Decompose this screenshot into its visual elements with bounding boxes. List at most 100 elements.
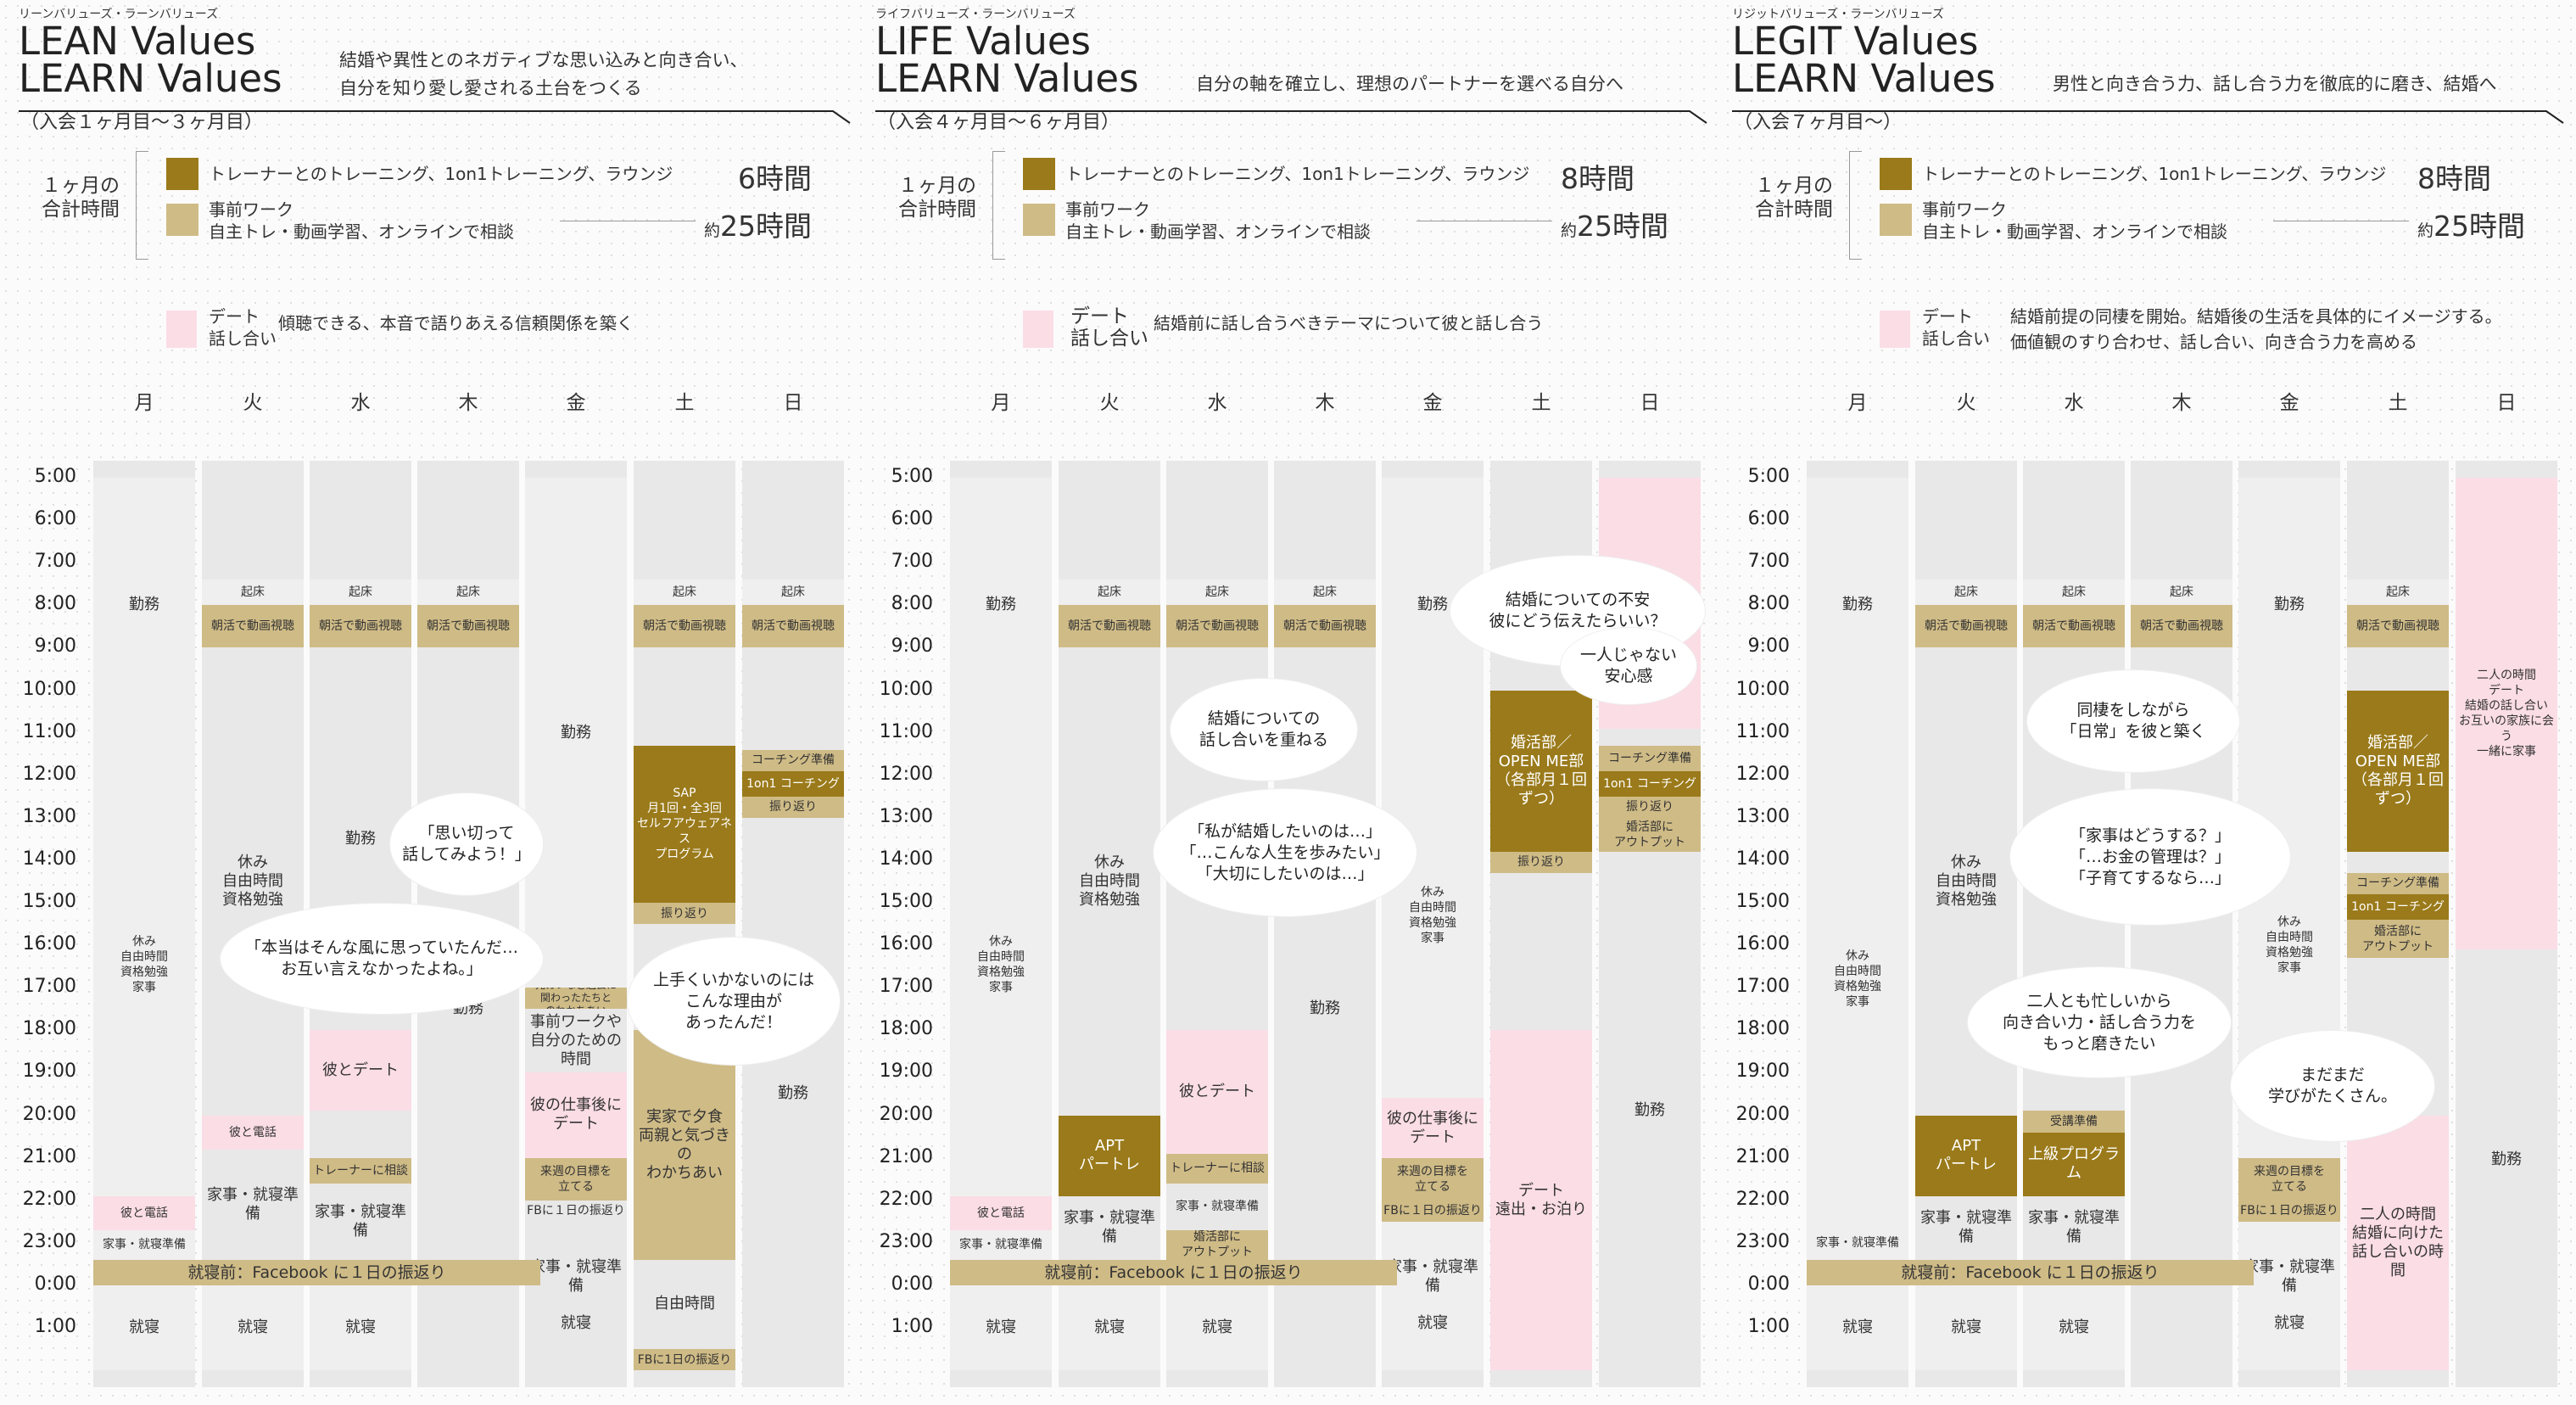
- time-label: 22:00: [1735, 1188, 1790, 1210]
- speech-bubble: 同棲をしながら 「日常」を彼と築く: [2027, 670, 2239, 772]
- schedule-block: [634, 478, 735, 580]
- day-header-1: 月: [1847, 392, 1868, 414]
- schedule-block: 受講準備: [2023, 1111, 2125, 1133]
- schedule-block: FBに1日の振返り: [634, 1349, 735, 1371]
- schedule-block: [310, 1111, 411, 1158]
- time-label: 6:00: [1747, 508, 1790, 530]
- time-label: 21:00: [1735, 1145, 1790, 1167]
- time-label: 0:00: [1747, 1273, 1790, 1295]
- schedule-block: 振り返り: [634, 903, 735, 925]
- schedule-block: 勤務: [1807, 478, 1908, 733]
- schedule-block: コーチング準備: [2347, 872, 2449, 894]
- schedule-block: 起床: [634, 579, 735, 606]
- schedule-block: 休み 自由時間 資格勉強: [202, 647, 304, 1116]
- time-label: 18:00: [22, 1018, 76, 1040]
- schedule-block: [310, 478, 411, 580]
- training-hours: 8時間: [2417, 162, 2491, 195]
- schedule-block: 振り返り: [742, 796, 844, 818]
- time-label: 23:00: [22, 1230, 76, 1252]
- schedule-block: 1on1 コーチング: [742, 770, 844, 797]
- prework-swatch: [166, 204, 198, 236]
- day-header-7: 日: [1640, 392, 1660, 414]
- time-label: 15:00: [1735, 891, 1790, 912]
- schedule-block: FBに１日の振返り: [525, 1200, 627, 1222]
- date-label: デート 話し合い: [1070, 305, 1148, 350]
- schedule-block: FBに１日の振返り: [2238, 1200, 2340, 1222]
- schedule-block: 休み 自由時間 資格勉強 家事: [1807, 732, 1908, 1226]
- facebook-review-bar: 就寝前：Facebook に１日の振返り: [93, 1259, 540, 1285]
- day-header-6: 土: [674, 392, 695, 414]
- schedule-block: 彼と電話: [950, 1195, 1052, 1230]
- schedule-block: 勤務: [950, 478, 1052, 733]
- schedule-block: 起床: [417, 579, 519, 606]
- summary-bracket: [992, 151, 1005, 260]
- date-description: 傾聴できる、本音で語りあえる信頼関係を築く: [278, 313, 634, 333]
- time-label: 9:00: [34, 635, 76, 658]
- speech-bubble: 上手くいかないのには こんな理由が あったんだ！: [628, 938, 840, 1065]
- panel-title: LIFE Values: [875, 19, 1091, 64]
- total-value: 25時間: [1577, 210, 1669, 243]
- time-label: 5:00: [1747, 466, 1790, 487]
- time-label: 5:00: [34, 466, 76, 487]
- schedule-block: 振り返り: [1490, 851, 1592, 873]
- time-label: 0:00: [34, 1273, 76, 1295]
- time-label: 7:00: [34, 551, 76, 573]
- training-label: トレーナーとのトレーニング、1on1トレーニング、ラウンジ: [209, 164, 673, 184]
- schedule-block: 就寝: [950, 1285, 1052, 1371]
- speech-bubble: 「家事はどうする？」 「…お金の管理は？」 「子育てするなら…」: [2010, 789, 2290, 925]
- time-label: 20:00: [1735, 1103, 1790, 1125]
- time-label: 5:00: [891, 466, 933, 487]
- schedule-block: [2131, 478, 2232, 580]
- date-swatch: [1023, 311, 1053, 348]
- training-swatch: [1880, 158, 1912, 190]
- schedule-block: 起床: [202, 579, 304, 606]
- schedule-block: APT パートレ: [1059, 1115, 1160, 1196]
- schedule-block: 朝活で動画視聴: [310, 605, 411, 648]
- schedule-block: [202, 478, 304, 580]
- time-label: 14:00: [22, 848, 76, 870]
- schedule-block: 起床: [2023, 579, 2125, 606]
- schedule-block: 家事・就寝準備: [950, 1229, 1052, 1260]
- schedule-block: 就寝: [310, 1285, 411, 1371]
- schedule-block: 家事・就寝準備: [93, 1229, 195, 1260]
- day-header-5: 金: [1422, 392, 1443, 414]
- day-header-7: 日: [2496, 392, 2517, 414]
- schedule-block: SAP 月1回・全3回 セルフアウェアネス プログラム: [634, 745, 735, 903]
- time-label: 16:00: [22, 933, 76, 955]
- training-hours: 8時間: [1561, 162, 1634, 195]
- schedule-block: 家事・就寝準備: [1807, 1225, 1908, 1260]
- time-label: 17:00: [879, 976, 933, 998]
- schedule-block: [2347, 478, 2449, 580]
- schedule-block: 家事・就寝準備 就寝: [1382, 1221, 1484, 1371]
- time-label: 13:00: [22, 805, 76, 827]
- time-label: 16:00: [879, 933, 933, 955]
- time-label: 19:00: [879, 1061, 933, 1083]
- schedule-block: 朝活で動画視聴: [1059, 605, 1160, 648]
- schedule-block: [1059, 478, 1160, 580]
- day-header-4: 木: [458, 392, 478, 414]
- summary-bracket: [136, 151, 148, 260]
- schedule-block: 家事・就寝準備: [1915, 1195, 2017, 1260]
- day-header-3: 水: [350, 392, 371, 414]
- time-label: 19:00: [22, 1061, 76, 1083]
- speech-bubble: 「思い切って 話してみよう！」: [390, 793, 543, 895]
- day-header-1: 月: [991, 392, 1011, 414]
- time-label: 12:00: [879, 763, 933, 785]
- schedule-block: 勤務: [742, 817, 844, 1371]
- time-label: 0:00: [891, 1273, 933, 1295]
- schedule-block: 朝活で動画視聴: [1274, 605, 1376, 648]
- time-label: 10:00: [879, 678, 933, 700]
- monthly-total-label: １ヶ月の 合計時間: [898, 175, 976, 221]
- schedule-block: 家事・就寝準備: [1059, 1195, 1160, 1260]
- schedule-block: [742, 478, 844, 580]
- schedule-block: 来週の目標を 立てる: [1382, 1157, 1484, 1201]
- date-swatch: [1880, 311, 1910, 348]
- schedule-block: 自由時間: [634, 1259, 735, 1350]
- day-header-7: 日: [783, 392, 803, 414]
- time-label: 11:00: [22, 720, 76, 742]
- schedule-block: 彼とデート: [1166, 1030, 1268, 1154]
- schedule-block: FBに１日の振返り: [1382, 1200, 1484, 1222]
- time-label: 20:00: [22, 1103, 76, 1125]
- prework-detail: 自主トレ・動画学習、オンラインで相談: [1922, 221, 2227, 242]
